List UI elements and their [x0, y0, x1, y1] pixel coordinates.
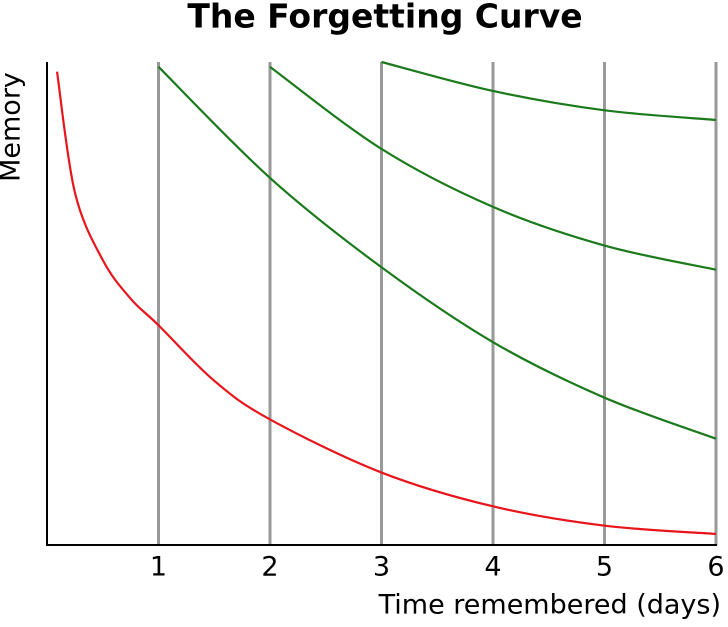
curve — [381, 60, 717, 122]
x-axis-label: Time remembered (days) — [378, 590, 721, 621]
chart-title: The Forgetting Curve — [187, 0, 582, 36]
x-tick-label: 2 — [261, 552, 278, 583]
x-tick-label: 1 — [150, 552, 167, 583]
x-tick-label: 3 — [373, 552, 390, 583]
x-tick-label: 5 — [596, 552, 613, 583]
curve — [157, 66, 717, 440]
curve — [55, 71, 717, 535]
x-tick-label: 4 — [484, 552, 501, 583]
plot-area — [55, 60, 717, 535]
curve — [269, 65, 717, 271]
y-axis-label: Memory — [0, 72, 27, 182]
x-tick-label: 6 — [707, 552, 724, 583]
grid — [157, 62, 718, 545]
